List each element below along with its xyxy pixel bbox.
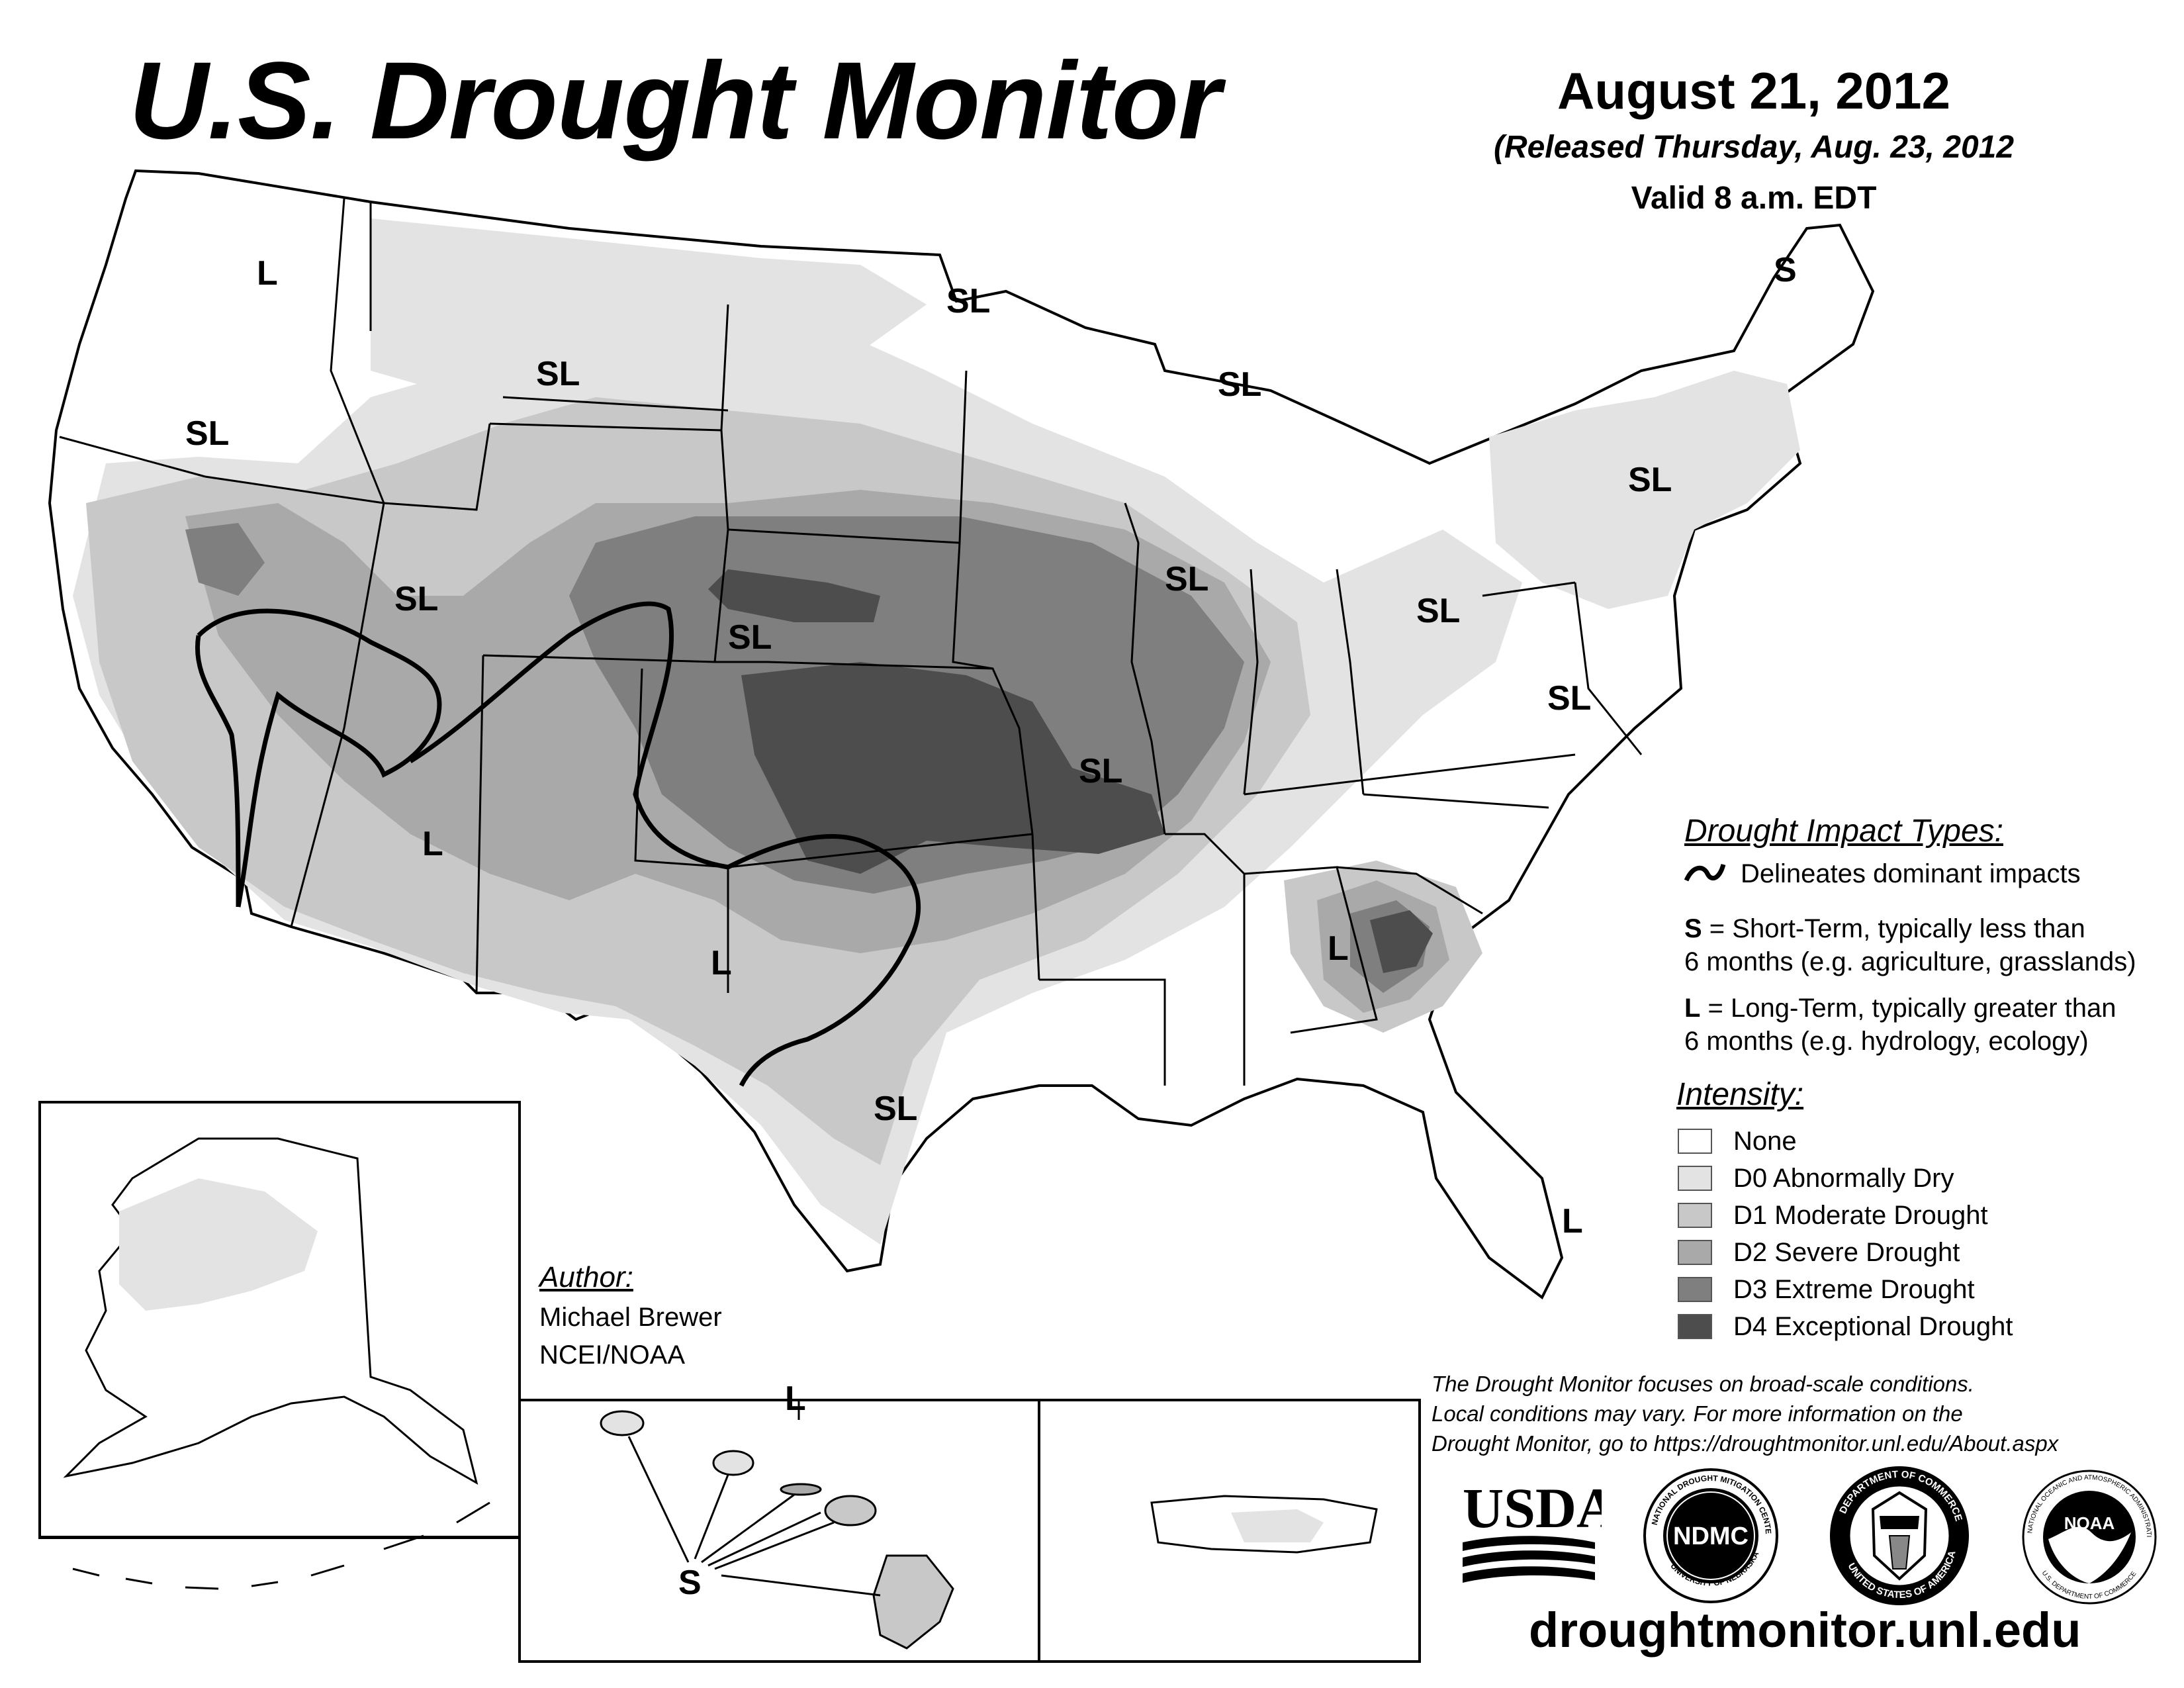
- ndmc-logo-text: NDMC: [1673, 1523, 1749, 1550]
- impact-delineation-lines: [195, 601, 921, 1087]
- long-term-definition: L = Long-Term, typically greater than 6 …: [1684, 992, 2116, 1058]
- intensity-heading: Intensity:: [1676, 1077, 1804, 1112]
- legend-label-none: None: [1733, 1126, 1797, 1156]
- legend-label-d4: D4 Exceptional Drought: [1733, 1311, 2013, 1341]
- legend-label-d1: D1 Moderate Drought: [1733, 1200, 1988, 1230]
- maui-island: [824, 1495, 877, 1526]
- long-term-line-2: 6 months (e.g. hydrology, ecology): [1684, 1027, 2089, 1056]
- long-term-line-1: = Long-Term, typically greater than: [1700, 994, 2116, 1023]
- legend-row-d0: D0 Abnormally Dry: [1678, 1164, 1954, 1193]
- legend-label-d2: D2 Severe Drought: [1733, 1237, 1960, 1267]
- impact-line-description: Delineates dominant impacts: [1741, 859, 2081, 888]
- legend-swatch-d1: [1678, 1203, 1712, 1228]
- short-term-line-2: 6 months (e.g. agriculture, grasslands): [1684, 947, 2136, 976]
- d0-northwest: [371, 218, 927, 410]
- legend-row-d4: D4 Exceptional Drought: [1678, 1312, 2013, 1341]
- usda-logo: USDA: [1463, 1479, 1602, 1583]
- page-title: U.S. Drought Monitor: [129, 40, 1221, 162]
- impact-line-icon: [1684, 863, 1726, 882]
- region-label-pacific-northwest: L: [257, 254, 278, 293]
- ndmc-logo: NDMC NATIONAL DROUGHT MITIGATION CENTER …: [1641, 1466, 1778, 1603]
- legend-row-d2: D2 Severe Drought: [1678, 1238, 1960, 1267]
- oahu-island: [712, 1450, 754, 1476]
- noaa-logo-text: NOAA: [2064, 1513, 2115, 1533]
- disclaimer-line-2: Local conditions may vary. For more info…: [1432, 1401, 1963, 1426]
- legend-swatch-none: [1678, 1129, 1712, 1154]
- valid-time: Valid 8 a.m. EDT: [1631, 181, 1877, 216]
- legend-row-d1: D1 Moderate Drought: [1678, 1201, 1988, 1230]
- legend-swatch-d0: [1678, 1166, 1712, 1191]
- legend-row-none: None: [1678, 1127, 1797, 1156]
- legend-swatch-d2: [1678, 1240, 1712, 1265]
- commerce-seal-logo: DEPARTMENT OF COMMERCE UNITED STATES OF …: [1830, 1466, 1969, 1605]
- short-term-definition: S = Short-Term, typically less than 6 mo…: [1684, 912, 2136, 978]
- puerto-rico-d0: [1231, 1509, 1324, 1542]
- region-label-colorado: SL: [728, 618, 772, 657]
- region-label-hawaii-s: S: [678, 1564, 702, 1602]
- region-label-arizona: L: [422, 825, 443, 863]
- region-label-illinois: SL: [1165, 560, 1208, 598]
- hawaii-inset: [518, 1399, 1040, 1663]
- d3-west: [185, 523, 265, 596]
- region-label-wisconsin: SL: [1218, 365, 1261, 404]
- website-url[interactable]: droughtmonitor.unl.edu: [1529, 1603, 2081, 1658]
- d4-southern-plains: [741, 662, 1165, 874]
- region-label-virginia: SL: [1547, 679, 1591, 718]
- region-label-maine: S: [1774, 251, 1797, 289]
- legend-swatch-d3: [1678, 1277, 1712, 1302]
- region-label-utah: SL: [394, 580, 438, 618]
- disclaimer-line-1: The Drought Monitor focuses on broad-sca…: [1432, 1372, 1974, 1396]
- alaska-d0-region: [119, 1178, 318, 1311]
- region-label-montana: SL: [536, 355, 580, 393]
- short-term-line-1: = Short-Term, typically less than: [1702, 914, 2085, 943]
- map-date: August 21, 2012: [1557, 62, 1950, 120]
- d4-central: [708, 569, 880, 622]
- short-term-code: S: [1684, 914, 1702, 943]
- region-label-new-york: SL: [1628, 461, 1672, 499]
- disclaimer-line-3: Drought Monitor, go to https://droughtmo…: [1432, 1431, 2059, 1456]
- hawaii-pointer-lines: [627, 1436, 881, 1597]
- region-label-alabama: L: [1328, 929, 1349, 968]
- legend-row-d3: D3 Extreme Drought: [1678, 1275, 1975, 1304]
- region-label-florida: L: [1562, 1202, 1583, 1241]
- kauai-island: [600, 1410, 645, 1436]
- release-date: (Released Thursday, Aug. 23, 2012: [1493, 130, 2015, 165]
- region-label-oregon: SL: [185, 414, 229, 453]
- big-island: [872, 1554, 954, 1650]
- region-label-ohio: SL: [1416, 592, 1460, 630]
- molokai-island: [780, 1483, 822, 1496]
- d4-georgia: [1370, 910, 1433, 973]
- legend-swatch-d4: [1678, 1314, 1712, 1339]
- region-label-new-mexico: L: [711, 944, 732, 982]
- legend-label-d3: D3 Extreme Drought: [1733, 1274, 1975, 1304]
- region-label-missouri: SL: [1079, 752, 1122, 790]
- long-term-code: L: [1684, 994, 1701, 1023]
- region-label-texas: SL: [874, 1090, 917, 1128]
- author-name: Michael Brewer: [539, 1303, 722, 1332]
- author-org: NCEI/NOAA: [539, 1340, 686, 1370]
- region-label-north-dakota: SL: [946, 282, 990, 320]
- impact-types-heading: Drought Impact Types:: [1684, 814, 2003, 849]
- disclaimer: The Drought Monitor focuses on broad-sca…: [1432, 1369, 2179, 1458]
- author-heading: Author:: [539, 1261, 633, 1293]
- legend-label-d0: D0 Abnormally Dry: [1733, 1163, 1954, 1193]
- region-label-hawaii-l: L: [785, 1380, 806, 1418]
- usda-logo-text: USDA: [1463, 1479, 1602, 1540]
- aleutian-islands: [72, 1501, 490, 1590]
- noaa-logo: NOAA NATIONAL OCEANIC AND ATMOSPHERIC AD…: [2019, 1466, 2157, 1605]
- d0-northeast: [1489, 371, 1800, 609]
